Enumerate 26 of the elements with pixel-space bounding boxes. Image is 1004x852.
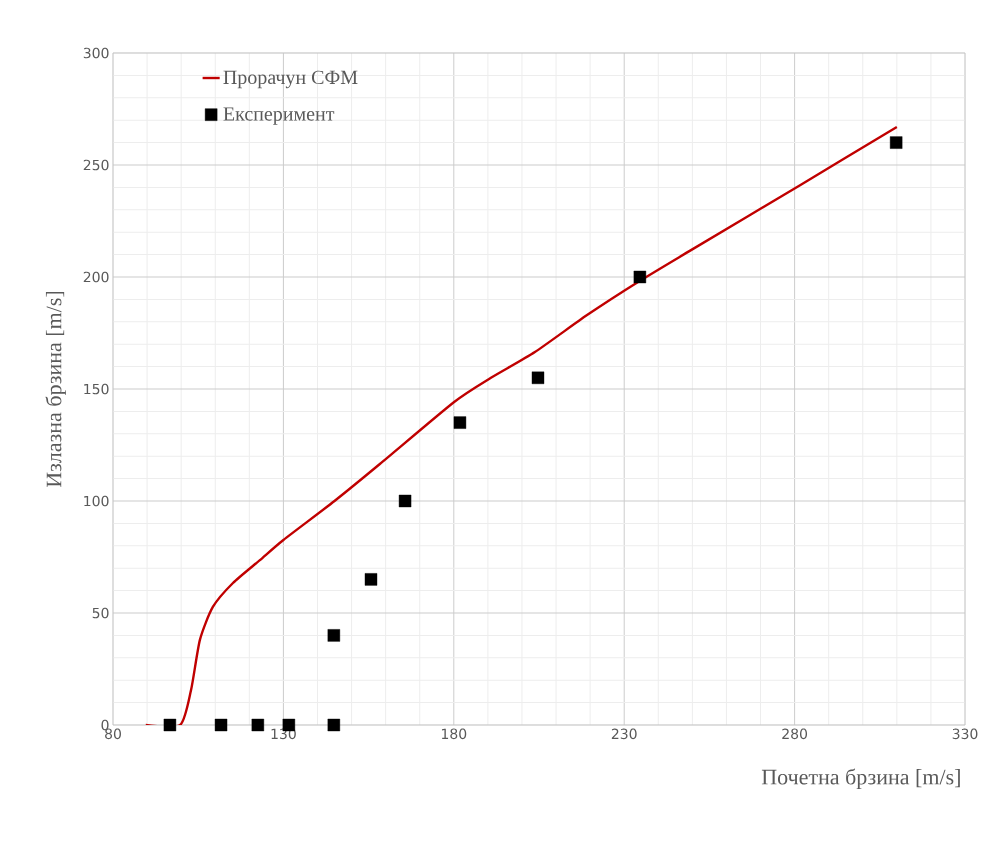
legend-label: Прорачун СФМ <box>223 70 358 89</box>
point <box>364 573 378 586</box>
x-tick-label: 280 <box>782 728 808 740</box>
point <box>214 718 228 732</box>
y-tick-label: 250 <box>83 159 109 171</box>
point <box>398 494 412 508</box>
line-series <box>144 125 899 725</box>
x-tick-label: 230 <box>611 728 637 740</box>
y-tick-label: 100 <box>84 495 109 507</box>
point <box>453 416 467 429</box>
point <box>163 718 177 732</box>
point <box>251 718 265 732</box>
point <box>327 629 341 642</box>
point <box>889 136 903 149</box>
x-tick-label: 330 <box>952 728 978 740</box>
point <box>327 718 341 732</box>
legend-label: Експеримент <box>223 107 335 125</box>
x-axis-title: Почетна брзина [m/s] <box>761 768 960 789</box>
x-tick-label: 180 <box>441 728 467 740</box>
y-tick-label: 50 <box>92 607 109 619</box>
y-tick-label: 300 <box>83 47 109 59</box>
y-tick-label: 150 <box>84 383 109 395</box>
y-axis-title: Излазна брзина [m/s] <box>45 291 66 488</box>
point <box>633 270 647 284</box>
y-tick-label: 200 <box>83 271 109 283</box>
point <box>531 371 545 384</box>
